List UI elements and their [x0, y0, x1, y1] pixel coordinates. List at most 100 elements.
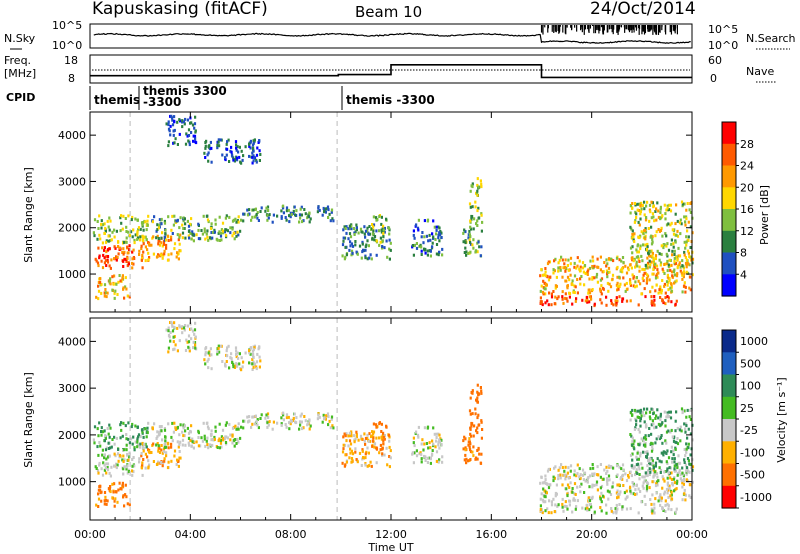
power-echo-cell [178, 235, 181, 239]
velocity-echo-cell [375, 425, 378, 429]
power-echo-cell [255, 160, 258, 164]
velocity-echo-cell [588, 503, 591, 507]
power-echo-cell [300, 205, 303, 209]
power-echo-cell [123, 250, 126, 254]
power-echo-cell [156, 223, 159, 227]
power-echo-cell [435, 252, 438, 256]
velocity-echo-cell [175, 463, 178, 466]
velocity-echo-cell [652, 422, 655, 426]
power-echo-cell [225, 214, 228, 218]
cpid-label: CPID [6, 91, 35, 104]
velocity-echo-cell [207, 366, 210, 370]
power-echo-cell [682, 270, 686, 274]
power-echo-cell [173, 214, 176, 218]
power-echo-cell [617, 287, 620, 291]
power-echo-cell [103, 291, 106, 295]
velocity-echo-cell [388, 439, 391, 443]
power-echo-cell [282, 206, 285, 210]
velocity-echo-cell [653, 506, 656, 510]
velocity-echo-cell [646, 480, 649, 484]
power-echo-cell [187, 128, 191, 132]
power-echo-cell [618, 285, 621, 288]
power-echo-cell [290, 212, 293, 216]
power-echo-cell [128, 244, 131, 248]
power-echo-cell [563, 266, 566, 270]
power-echo-cell [158, 223, 161, 227]
power-echo-cell [685, 215, 688, 219]
velocity-echo-cell [616, 507, 619, 511]
x-tick-label: 20:00 [576, 528, 608, 541]
velocity-echo-cell [142, 435, 145, 439]
velocity-echo-cell [363, 432, 366, 436]
power-echo-cell [173, 247, 176, 251]
power-echo-cell [477, 185, 480, 189]
velocity-echo-cell [302, 426, 305, 430]
velocity-echo-cell [634, 493, 637, 496]
velocity-echo-cell [345, 439, 348, 443]
velocity-echo-cell [571, 487, 574, 490]
velocity-echo-cell [651, 408, 654, 412]
power-echo-cell [255, 153, 259, 157]
power-echo-cell [682, 275, 685, 279]
velocity-echo-cell [470, 434, 473, 438]
velocity-echo-cell [646, 464, 649, 468]
velocity-echo-cell [563, 504, 567, 508]
station-title: Kapuskasing (fitACF) [92, 0, 268, 19]
power-echo-cell [666, 242, 669, 246]
power-echo-cell [671, 275, 674, 279]
power-echo-cell [546, 262, 550, 266]
velocity-echo-cell [633, 427, 636, 431]
velocity-echo-cell [666, 415, 669, 419]
power-echo-cell [640, 292, 643, 296]
velocity-echo-cell [550, 503, 554, 507]
power-echo-cell [690, 258, 693, 262]
power-echo-cell [470, 227, 473, 231]
velocity-echo-cell [210, 434, 213, 438]
velocity-echo-cell [287, 415, 290, 419]
power-echo-cell [575, 297, 578, 301]
velocity-echo-cell [650, 449, 654, 453]
power-echo-cell [630, 227, 633, 231]
power-y-tick-label: 2000 [58, 222, 86, 235]
velocity-echo-cell [102, 430, 105, 434]
power-echo-cell [665, 280, 669, 284]
power-echo-cell [648, 259, 651, 263]
power-echo-cell [669, 259, 672, 262]
velocity-echo-cell [97, 488, 100, 492]
power-echo-cell [258, 139, 261, 142]
velocity-echo-cell [235, 427, 238, 431]
velocity-y-tick-label: 4000 [58, 335, 86, 348]
velocity-echo-cell [92, 438, 95, 442]
velocity-echo-cell [672, 449, 675, 453]
velocity-echo-cell [656, 408, 659, 412]
power-echo-cell [683, 271, 686, 275]
power-echo-cell [685, 217, 688, 221]
power-echo-cell [255, 213, 258, 216]
power-echo-cell [632, 275, 635, 279]
power-echo-cell [356, 252, 359, 256]
velocity-echo-cell [243, 419, 246, 423]
power-echo-cell [419, 243, 422, 247]
velocity-echo-cell [166, 466, 170, 470]
velocity-echo-cell [210, 429, 213, 433]
power-echo-cell [246, 213, 250, 217]
power-echo-cell [189, 231, 192, 235]
velocity-echo-cell [300, 420, 303, 424]
velocity-echo-cell [618, 483, 621, 487]
power-echo-cell [225, 153, 228, 157]
velocity-echo-cell [103, 502, 106, 506]
power-echo-cell [301, 220, 304, 224]
velocity-echo-cell [344, 453, 347, 457]
power-echo-cell [643, 268, 646, 271]
power-echo-cell [557, 266, 560, 270]
power-echo-cell [618, 295, 621, 299]
velocity-echo-cell [115, 490, 118, 494]
velocity-echo-cell [667, 429, 670, 433]
power-echo-cell [307, 214, 310, 218]
power-echo-cell [348, 224, 351, 228]
power-echo-cell [378, 215, 381, 218]
power-echo-cell [663, 272, 666, 275]
power-echo-cell [137, 226, 141, 230]
velocity-echo-cell [426, 461, 429, 464]
power-echo-cell [228, 215, 231, 219]
